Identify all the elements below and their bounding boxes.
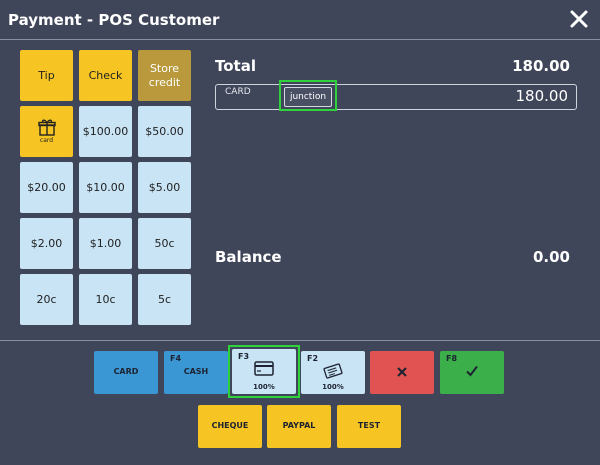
junction-highlight <box>279 80 337 111</box>
f2-percent: 100% <box>322 383 344 391</box>
f3-card-payment-button[interactable]: F3 100% <box>232 349 296 394</box>
f2-shortcut: F2 <box>307 354 319 363</box>
card-payment-button[interactable]: CARD <box>94 351 158 394</box>
gift-card-button[interactable]: card <box>20 106 73 157</box>
cancel-payment-button[interactable] <box>370 351 434 394</box>
amount-5-button[interactable]: $5.00 <box>138 162 191 213</box>
f3-shortcut: F3 <box>238 352 250 361</box>
f3-percent: 100% <box>253 383 275 391</box>
amount-1-button[interactable]: $1.00 <box>79 218 132 269</box>
card-payment-label: CARD <box>113 367 139 376</box>
amount-20-button[interactable]: $20.00 <box>20 162 73 213</box>
credit-card-icon <box>254 361 274 376</box>
cash-payment-button[interactable]: F4 CASH <box>164 351 228 394</box>
checkmark-icon <box>466 365 478 377</box>
close-icon <box>570 10 588 28</box>
amount-50c-button[interactable]: 50c <box>138 218 191 269</box>
store-credit-button[interactable]: Store credit <box>138 50 191 101</box>
total-value: 180.00 <box>512 57 570 75</box>
voucher-icon <box>323 363 343 379</box>
dialog-header: Payment - POS Customer <box>0 0 600 40</box>
f2-voucher-payment-button[interactable]: F2 100% <box>301 351 365 394</box>
confirm-shortcut: F8 <box>446 354 458 363</box>
paypal-payment-button[interactable]: PAYPAL <box>267 405 331 448</box>
payment-line-card: CARD junction 180.00 <box>215 80 577 111</box>
cancel-x-icon <box>397 367 407 377</box>
gift-icon <box>37 119 56 136</box>
payment-method-label: CARD <box>225 87 251 97</box>
tip-button[interactable]: Tip <box>20 50 73 101</box>
f3-highlight <box>228 345 300 398</box>
amount-10-button[interactable]: $10.00 <box>79 162 132 213</box>
check-button[interactable]: Check <box>79 50 132 101</box>
gift-card-label: card <box>39 137 54 145</box>
close-button[interactable] <box>568 8 590 30</box>
amount-50-button[interactable]: $50.00 <box>138 106 191 157</box>
cheque-payment-button[interactable]: CHEQUE <box>198 405 262 448</box>
cheque-payment-label: CHEQUE <box>211 421 249 430</box>
payment-line-amount[interactable]: 180.00 <box>515 87 569 105</box>
test-payment-label: TEST <box>357 421 381 430</box>
divider <box>0 340 600 341</box>
paypal-payment-label: PAYPAL <box>282 421 316 430</box>
amount-2-button[interactable]: $2.00 <box>20 218 73 269</box>
confirm-payment-button[interactable]: F8 <box>440 351 504 394</box>
amount-100-button[interactable]: $100.00 <box>79 106 132 157</box>
test-payment-button[interactable]: TEST <box>337 405 401 448</box>
balance-value: 0.00 <box>532 248 570 266</box>
total-label: Total <box>215 57 256 75</box>
dialog-title: Payment - POS Customer <box>8 11 220 29</box>
cash-payment-label: CASH <box>183 367 209 376</box>
amount-5c-button[interactable]: 5c <box>138 274 191 325</box>
amount-20c-button[interactable]: 20c <box>20 274 73 325</box>
amount-10c-button[interactable]: 10c <box>79 274 132 325</box>
balance-label: Balance <box>215 248 282 266</box>
cash-shortcut: F4 <box>170 354 182 363</box>
junction-button[interactable]: junction <box>284 87 332 107</box>
